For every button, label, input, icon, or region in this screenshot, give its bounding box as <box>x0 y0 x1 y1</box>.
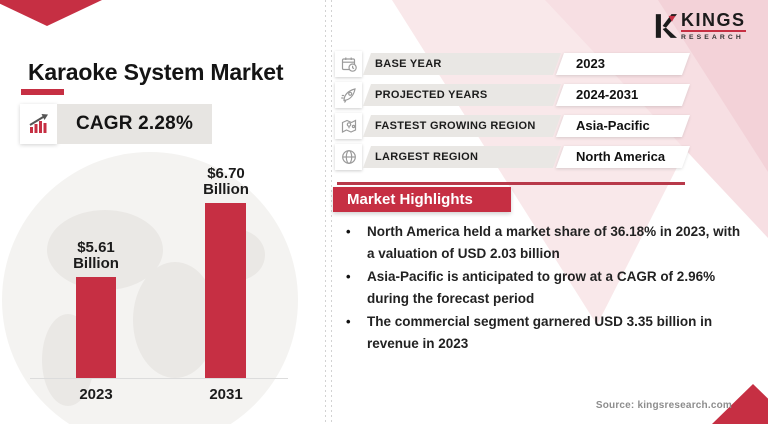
highlight-item: • Asia-Pacific is anticipated to grow at… <box>340 266 744 310</box>
globe-icon <box>335 144 362 170</box>
chart-x-axis <box>30 378 288 379</box>
x-tick-2023: 2023 <box>79 386 113 403</box>
x-tick-2031: 2031 <box>209 386 243 403</box>
panel-divider-dotted-line <box>325 0 333 424</box>
fact-row-base-year: BASE YEAR 2023 <box>335 51 691 77</box>
fact-value: 2024-2031 <box>576 87 639 102</box>
bar-unit-2023: Billion <box>73 255 119 272</box>
brand-logo: KINGS RESEARCH <box>655 11 746 41</box>
fact-row-projected-years: PROJECTED YEARS 2024-2031 <box>335 82 691 108</box>
highlight-text: Asia-Pacific is anticipated to grow at a… <box>367 269 716 306</box>
bar-2031 <box>205 203 246 379</box>
fact-label: BASE YEAR <box>375 58 442 70</box>
rocket-icon <box>335 82 362 108</box>
highlights-top-rule <box>337 182 685 185</box>
brand-name: KINGS <box>681 10 746 30</box>
fact-label: FASTEST GROWING REGION <box>375 120 536 132</box>
fact-label: PROJECTED YEARS <box>375 89 488 101</box>
highlight-item: • The commercial segment garnered USD 3.… <box>340 311 744 355</box>
highlight-item: • North America held a market share of 3… <box>340 221 744 265</box>
source-note: Source: kingsresearch.com <box>595 400 732 411</box>
brand-subname: RESEARCH <box>681 34 744 41</box>
bar-value-2031: $6.70 <box>207 165 245 182</box>
highlight-text: The commercial segment garnered USD 3.35… <box>367 314 713 351</box>
fact-value: 2023 <box>576 56 605 71</box>
bullet-dot: • <box>346 314 351 329</box>
bar-value-label-2031: $6.70 Billion <box>184 166 268 198</box>
key-facts-table: BASE YEAR 2023 PROJECTED YEARS <box>335 51 691 175</box>
map-pins-icon <box>335 113 362 139</box>
page-title: Karaoke System Market <box>28 59 284 85</box>
bullet-dot: • <box>346 224 351 239</box>
cagr-badge: CAGR 2.28% <box>20 104 212 144</box>
calendar-clock-icon <box>335 51 362 77</box>
fact-value: Asia-Pacific <box>576 118 650 133</box>
fact-value: North America <box>576 149 666 164</box>
bar-unit-2031: Billion <box>203 181 249 198</box>
bar-value-label-2023: $5.61 Billion <box>54 240 138 272</box>
bar-2023 <box>76 277 116 379</box>
fact-label: LARGEST REGION <box>375 151 479 163</box>
bar-chart: $5.61 Billion $6.70 Billion 2023 2031 <box>0 150 325 420</box>
growth-chart-icon <box>20 104 57 144</box>
brand-k-icon <box>655 14 677 38</box>
highlights-banner: Market Highlights <box>333 187 511 212</box>
highlights-list: • North America held a market share of 3… <box>340 221 744 356</box>
title-underline <box>21 89 64 95</box>
cagr-badge-label: CAGR 2.28% <box>57 104 212 144</box>
bullet-dot: • <box>346 269 351 284</box>
fact-row-largest-region: LARGEST REGION North America <box>335 144 691 170</box>
highlight-text: North America held a market share of 36.… <box>367 224 741 261</box>
brand-rule <box>681 30 746 32</box>
fact-row-fastest-growing-region: FASTEST GROWING REGION Asia-Pacific <box>335 113 691 139</box>
bar-value-2023: $5.61 <box>77 239 115 256</box>
